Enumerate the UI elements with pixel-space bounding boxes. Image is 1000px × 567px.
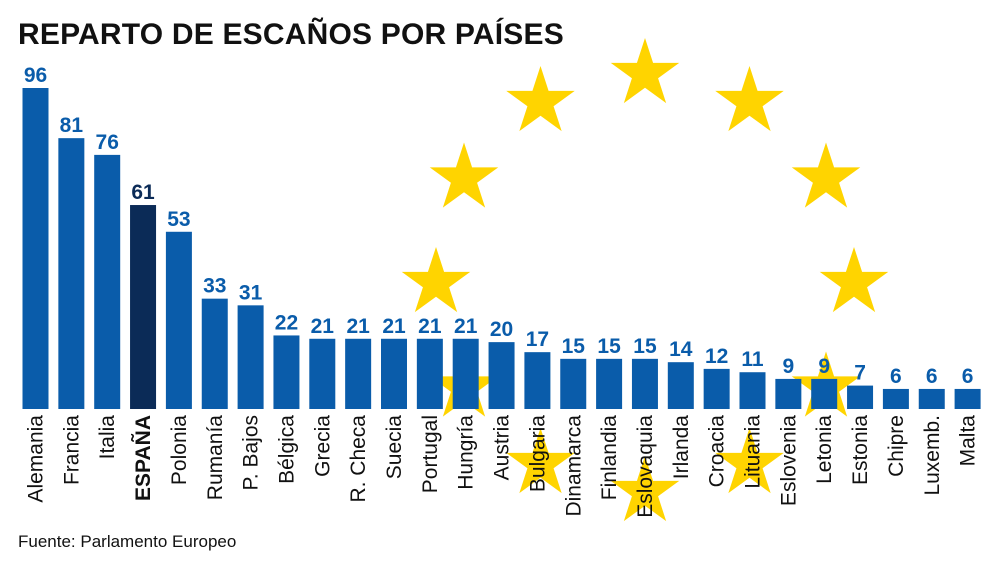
category-label: Polonia: [168, 415, 191, 485]
bar: [667, 362, 694, 409]
category-label: Finlandia: [598, 415, 621, 501]
category-label: Letonia: [813, 415, 836, 484]
category-label: Rumanía: [204, 415, 227, 501]
bar: [237, 305, 264, 409]
category-label: Irlanda: [670, 415, 693, 480]
bar: [811, 378, 838, 409]
bar: [954, 388, 981, 409]
bar-value-label: 15: [633, 335, 657, 358]
bar-value-label: 12: [705, 345, 728, 368]
bar: [58, 138, 85, 409]
category-label: Portugal: [419, 415, 442, 493]
bar: [882, 388, 909, 409]
bar-value-label: 6: [890, 365, 902, 388]
bar: [201, 298, 228, 409]
bar-value-label: 21: [382, 315, 406, 338]
bar: [130, 205, 157, 409]
bar: [560, 358, 587, 409]
category-label: ESPAÑA: [132, 415, 155, 501]
bar-value-label: 61: [131, 181, 155, 204]
bars-group: [22, 88, 981, 410]
bar: [309, 338, 336, 409]
category-label: R. Checa: [347, 415, 370, 503]
category-label: Francia: [60, 415, 83, 485]
bar-value-label: 6: [962, 365, 974, 388]
bar: [22, 88, 49, 409]
bar: [918, 388, 945, 409]
bar: [452, 338, 479, 409]
bar-value-label: 6: [926, 365, 938, 388]
category-label: P. Bajos: [240, 415, 263, 491]
category-label: Grecia: [311, 415, 334, 477]
bar: [273, 335, 300, 409]
bar-value-label: 21: [418, 315, 442, 338]
category-label: Estonia: [849, 415, 872, 485]
eu-star-icon: [791, 142, 861, 208]
bar: [775, 378, 802, 409]
category-label: Eslovaquia: [634, 415, 657, 518]
bar-value-label: 14: [669, 338, 693, 361]
bar-value-label: 22: [275, 311, 298, 334]
bar-value-label: 21: [346, 315, 370, 338]
bar: [739, 372, 766, 409]
category-labels-group: Alemania Francia Italia ESPAÑA Polonia Rumaní…: [25, 415, 980, 518]
bar-value-label: 9: [783, 355, 795, 378]
bar-value-label: 21: [454, 315, 478, 338]
bar: [596, 358, 623, 409]
bar: [847, 385, 874, 409]
category-label: Luxemb.: [921, 415, 944, 496]
bar: [703, 368, 730, 410]
category-label: Lituania: [742, 415, 765, 489]
category-label: Alemania: [25, 415, 48, 503]
bar: [416, 338, 443, 409]
eu-star-icon: [819, 247, 889, 313]
eu-star-icon: [401, 247, 471, 313]
bar: [524, 352, 551, 409]
category-label: Austria: [491, 415, 514, 481]
bar: [488, 342, 515, 410]
category-label: Italia: [96, 415, 119, 460]
bar: [165, 231, 192, 409]
bar-value-label: 11: [741, 348, 764, 371]
category-label: Bulgaria: [526, 415, 549, 492]
bar: [94, 154, 121, 410]
category-label: Dinamarca: [562, 415, 585, 517]
bar-value-label: 7: [854, 362, 866, 385]
bar-value-label: 81: [60, 114, 84, 137]
bar-value-label: 96: [24, 64, 47, 87]
category-label: Croacia: [706, 415, 729, 488]
category-label: Eslovenia: [777, 415, 800, 506]
bar-value-label: 9: [818, 355, 830, 378]
bar: [345, 338, 372, 409]
category-label: Suecia: [383, 415, 406, 480]
eu-star-icon: [610, 456, 680, 522]
bar: [381, 338, 407, 409]
category-label: Hungría: [455, 415, 478, 490]
bar-value-label: 15: [562, 335, 586, 358]
eu-star-icon: [715, 428, 784, 494]
bar-value-label: 17: [526, 328, 549, 351]
category-label: Chipre: [885, 415, 908, 477]
eu-star-icon: [610, 38, 680, 104]
eu-star-icon: [506, 66, 575, 132]
bar-value-label: 21: [311, 315, 335, 338]
bar: [631, 358, 658, 409]
bar-value-label: 53: [167, 208, 190, 231]
chart-title: REPARTO DE ESCAÑOS POR PAÍSES: [18, 18, 564, 51]
bar-value-label: 15: [597, 335, 621, 358]
category-label: Malta: [957, 415, 980, 467]
bar-value-label: 76: [96, 131, 119, 154]
eu-star-icon: [429, 142, 499, 208]
bar-value-label: 33: [203, 275, 226, 298]
bar-value-label: 20: [490, 318, 513, 341]
bar-value-label: 31: [239, 281, 263, 304]
eu-star-icon: [506, 428, 575, 494]
category-label: Bélgica: [275, 415, 298, 484]
chart-source: Fuente: Parlamento Europeo: [18, 532, 237, 551]
eu-star-icon: [715, 66, 784, 132]
